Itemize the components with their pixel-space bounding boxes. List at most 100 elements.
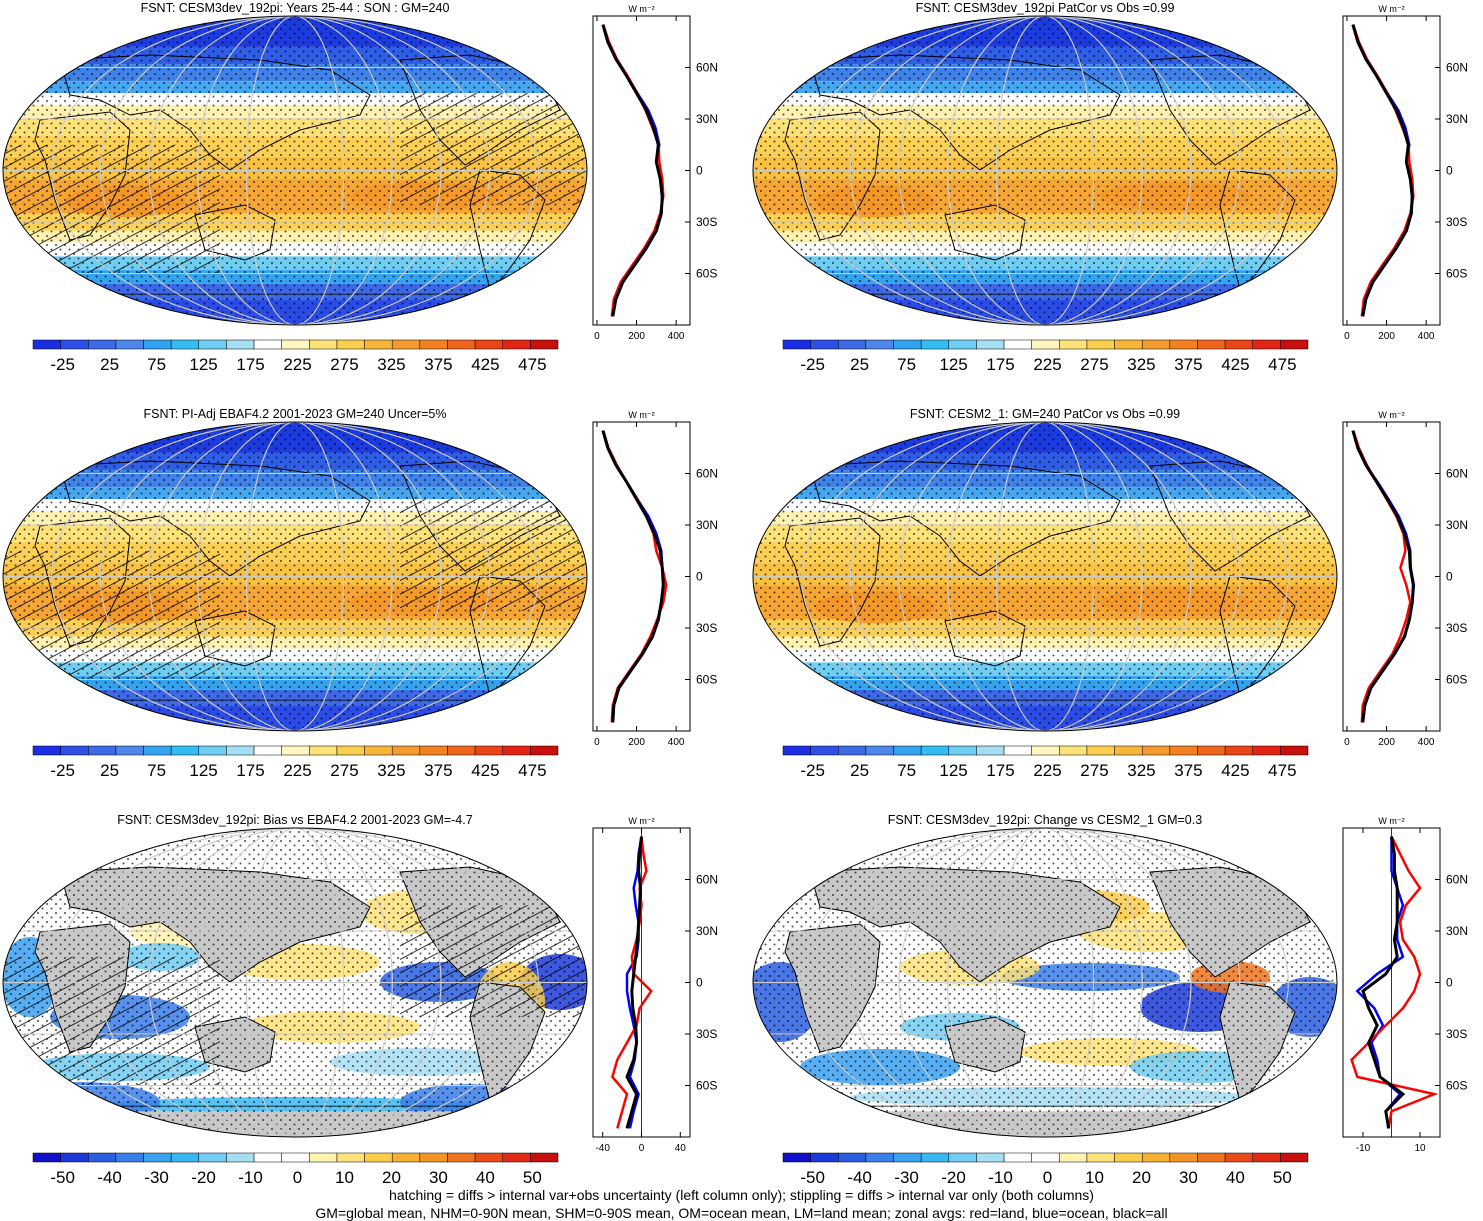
zonal-ytick-label: 30N (696, 518, 718, 532)
colorbar-label: 125 (939, 761, 967, 780)
map-outline (752, 15, 1338, 326)
zonal-ytick-label: 60N (696, 873, 718, 887)
zonal-xtick-label: 0 (1344, 737, 1350, 748)
colorbar-label: 475 (1268, 355, 1296, 374)
graticule-lon (801, 16, 1289, 325)
colorbar-swatch (1086, 745, 1115, 756)
zonal-ytick-label: 30S (1446, 215, 1467, 229)
graticule-lon (849, 16, 1241, 325)
colorbar-label: -25 (50, 761, 75, 780)
colorbar-label: 125 (189, 761, 217, 780)
zonal-ytick-label: 30S (696, 1027, 717, 1041)
colorbar-swatch (32, 339, 61, 350)
colorbar-swatch (948, 745, 977, 756)
zonal-line-ocean (601, 430, 665, 723)
colorbar-swatch (893, 339, 922, 350)
colorbar-swatch (1114, 339, 1143, 350)
map-outline (2, 827, 588, 1138)
colorbar-swatch (281, 745, 310, 756)
colorbar-swatch (782, 1152, 811, 1163)
colorbar-swatch (810, 1152, 839, 1163)
colorbar-swatch (447, 745, 476, 756)
zonal-ytick-label: 60N (696, 467, 718, 481)
panel-5: FSNT: CESM3dev_192pi: Bias vs EBAF4.2 20… (0, 812, 741, 1184)
zonal-line-all (1361, 836, 1406, 1129)
zonal-xtick-label: 0 (594, 737, 600, 748)
zonal-plot-frame (1342, 421, 1441, 732)
zonal-plot-frame (592, 421, 691, 732)
zonal-ytick-label: 30S (1446, 1027, 1467, 1041)
colorbar-swatch (253, 339, 282, 350)
zonal-ytick-label: 0 (696, 570, 703, 584)
zonal-ytick-label: 0 (1446, 164, 1453, 178)
zonal-ytick-label: 30S (1446, 621, 1467, 635)
colorbar-label: 25 (850, 761, 869, 780)
zonal-xtick-label: 200 (628, 737, 645, 748)
graticule-lon (148, 16, 442, 325)
colorbar-swatch (948, 1152, 977, 1163)
colorbar-swatch (198, 339, 227, 350)
colorbar-swatch (419, 745, 448, 756)
colorbar-swatch (226, 745, 255, 756)
colorbar-swatch (60, 745, 89, 756)
colorbar-label: 20 (1132, 1168, 1151, 1184)
colorbar-label: 175 (236, 761, 264, 780)
colorbar-label: 75 (897, 355, 916, 374)
zonal-ytick-label: 60N (1446, 61, 1468, 75)
map: -25 25 75 125 175 225 275 325 375 425 475 W m⁻² 0 200… (2, 4, 718, 374)
colorbar-swatch (170, 1152, 200, 1163)
colorbar-swatch (1031, 339, 1060, 350)
colorbar-swatch (115, 745, 144, 756)
colorbar-swatch (782, 339, 811, 350)
colorbar-swatch (920, 745, 950, 756)
colorbar-label: 125 (939, 355, 967, 374)
map-field (3, 16, 587, 325)
zonal-ytick-label: 60N (1446, 873, 1468, 887)
colorbar-label: 40 (1226, 1168, 1245, 1184)
panel-6: FSNT: CESM3dev_192pi: Change vs CESM2_1 … (750, 812, 1483, 1184)
graticule-lon (99, 828, 491, 1137)
colorbar-swatch (948, 339, 977, 350)
colorbar-swatch (865, 745, 894, 756)
hatching (3, 144, 220, 274)
graticule-lon (99, 16, 491, 325)
colorbar-label: 275 (1080, 355, 1108, 374)
colorbar-label: 10 (1085, 1168, 1104, 1184)
zonal-line-land (1352, 430, 1412, 723)
map: -50 -40 -30 -20 -10 0 10 20 30 40 50 W m⁻² -10 10 60N 3… (752, 816, 1468, 1184)
colorbar-swatch (838, 339, 867, 350)
zonal-units: W m⁻² (1378, 816, 1404, 826)
graticule-lon (148, 422, 442, 731)
graticule-lon (197, 828, 393, 1137)
colorbar-swatch (1197, 1152, 1226, 1163)
colorbar-swatch (1141, 745, 1171, 756)
colorbar-label: 425 (1221, 355, 1249, 374)
colorbar-swatch (60, 1152, 89, 1163)
colorbar-swatch (88, 339, 117, 350)
colorbar-label: 425 (471, 355, 499, 374)
colorbar-swatch (226, 1152, 255, 1163)
panel-title: FSNT: CESM3dev_192pi: Change vs CESM2_1 … (887, 813, 1203, 827)
zonal-units: W m⁻² (1378, 4, 1404, 14)
colorbar-label: 75 (147, 761, 166, 780)
colorbar-label: 325 (377, 355, 405, 374)
colorbar-swatch (115, 1152, 144, 1163)
colorbar-label: 125 (189, 355, 217, 374)
colorbar-label: -30 (144, 1168, 169, 1184)
zonal-line-land (1352, 24, 1415, 317)
graticule-lon (898, 828, 1192, 1137)
zonal-line-ocean (1351, 430, 1416, 723)
panel-title: FSNT: CESM3dev_192pi PatCor vs Obs =0.99 (915, 1, 1175, 15)
graticule-lon (51, 16, 539, 325)
colorbar-swatch (1169, 745, 1198, 756)
graticule-lon (99, 422, 491, 731)
colorbar-label: 425 (471, 761, 499, 780)
zonal-ytick-label: 60S (1446, 673, 1467, 687)
hatching (3, 550, 220, 680)
footer-line-2: GM=global mean, NHM=0-90N mean, SHM=0-90… (315, 1205, 1168, 1221)
colorbar-label: -20 (941, 1168, 966, 1184)
hatching (400, 93, 587, 205)
zonal-xtick-label: 0 (1344, 331, 1350, 342)
colorbar-swatch (502, 1152, 531, 1163)
map-outline (752, 827, 1338, 1138)
